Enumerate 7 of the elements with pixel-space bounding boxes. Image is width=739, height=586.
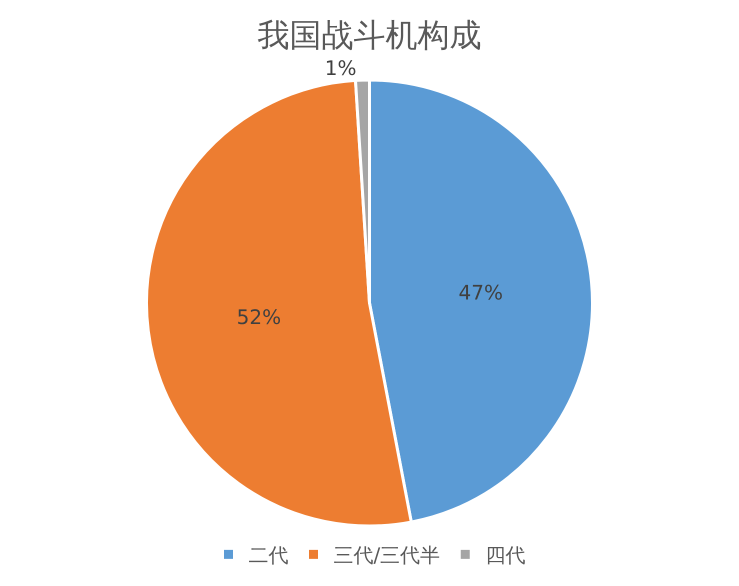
chart-title: 我国战斗机构成 xyxy=(258,16,482,54)
data-label: 52% xyxy=(236,304,282,329)
legend-label: 二代 xyxy=(248,543,288,568)
legend-label: 四代 xyxy=(485,543,526,568)
legend-label: 三代/三代半 xyxy=(334,543,440,568)
data-label: 47% xyxy=(458,280,503,304)
data-label: 1% xyxy=(324,56,356,80)
